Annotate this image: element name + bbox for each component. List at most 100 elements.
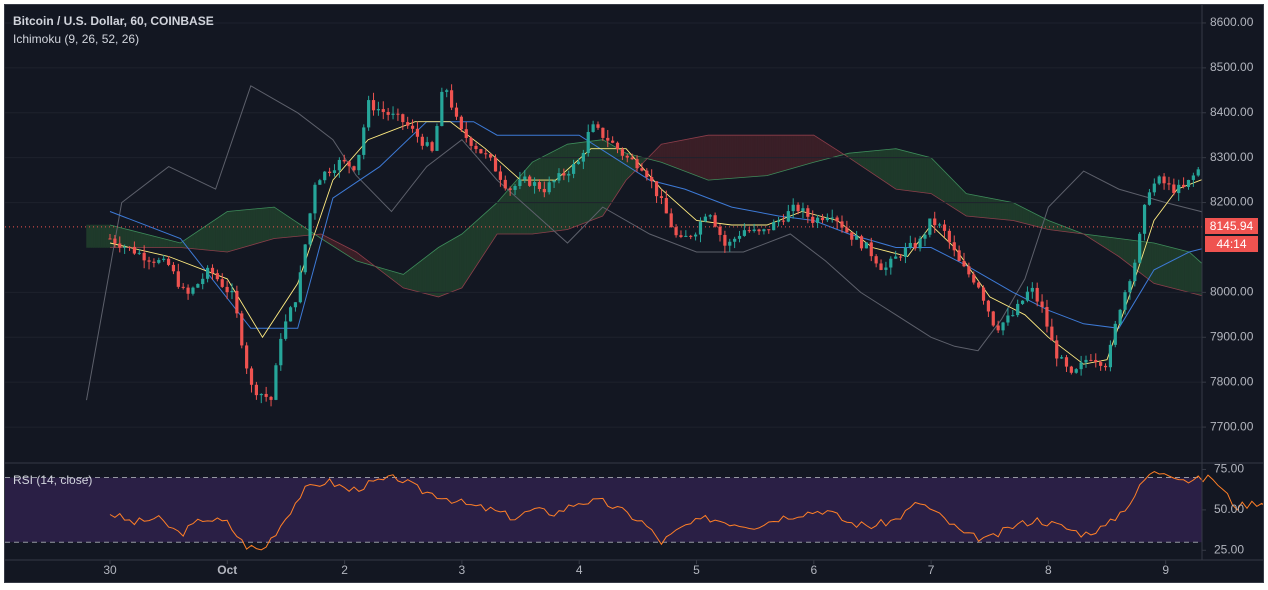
time-tick-label: 5 xyxy=(693,563,700,577)
candle-body xyxy=(220,279,224,287)
cloud-segment xyxy=(280,211,284,239)
candle-body xyxy=(859,236,864,249)
candle-body xyxy=(894,256,898,259)
candle-body xyxy=(1016,303,1020,316)
cloud-segment xyxy=(804,134,808,166)
candle-body xyxy=(430,142,434,151)
cloud-segment xyxy=(984,196,988,219)
candle-body xyxy=(410,125,415,129)
cloud-segment xyxy=(140,232,144,248)
cloud-segment xyxy=(569,143,573,230)
candle-body xyxy=(108,238,112,240)
cloud-segment xyxy=(198,228,202,250)
candle-body xyxy=(264,393,268,397)
candle-body xyxy=(635,159,639,169)
cloud-segment xyxy=(616,147,620,196)
candle-body xyxy=(918,238,922,249)
candle-body xyxy=(493,157,498,172)
cloud-segment xyxy=(243,209,247,248)
cloud-segment xyxy=(677,140,681,170)
candle-body xyxy=(279,338,283,366)
candle-body xyxy=(342,159,346,162)
cloud-segment xyxy=(658,143,662,163)
cloud-segment xyxy=(407,268,411,291)
candle-body xyxy=(313,184,317,214)
candle-body xyxy=(147,260,151,262)
cloud-segment xyxy=(1029,210,1033,226)
cloud-segment xyxy=(1257,301,1259,317)
cloud-segment xyxy=(965,193,969,217)
candle-body xyxy=(581,152,585,162)
candle-body xyxy=(454,107,459,117)
cloud-segment xyxy=(494,201,498,239)
chart-canvas[interactable]: 8600.00 8500.00 8400.00 8300.00 8200.00 8000.… xyxy=(5,5,1263,582)
cloud-segment xyxy=(893,148,897,190)
candle-body xyxy=(1084,359,1088,363)
cloud-segment xyxy=(295,220,298,237)
candle-body xyxy=(723,234,727,246)
cloud-segment xyxy=(597,139,601,219)
cloud-segment xyxy=(203,225,207,251)
cloud-segment xyxy=(1120,238,1124,261)
candle-body xyxy=(679,235,683,237)
candle-body xyxy=(572,164,576,174)
candle-body xyxy=(469,137,473,146)
candle-body xyxy=(567,173,571,176)
cloud-segment xyxy=(417,261,420,293)
cloud-segment xyxy=(1203,265,1205,297)
candle-body xyxy=(474,145,478,150)
candle-body xyxy=(171,264,176,272)
cloud-segment xyxy=(447,240,451,294)
cloud-segment xyxy=(1111,237,1115,255)
cloud-segment xyxy=(722,134,725,180)
cloud-segment xyxy=(400,273,404,289)
price-tick-label: 7800.00 xyxy=(1210,374,1254,388)
cloud-segment xyxy=(947,173,951,207)
cloud-segment xyxy=(740,134,744,178)
candle-body xyxy=(240,313,244,346)
candle-body xyxy=(1206,168,1209,171)
cloud-segment xyxy=(219,214,223,252)
cloud-segment xyxy=(1255,301,1257,314)
cloud-segment xyxy=(1156,243,1159,285)
cloud-segment xyxy=(168,239,172,248)
candle-body xyxy=(357,154,361,171)
cloud-segment xyxy=(102,224,106,248)
candle-body xyxy=(196,284,200,288)
candle-body xyxy=(664,197,668,214)
candle-body xyxy=(542,188,546,193)
cloud-segment xyxy=(801,134,805,166)
candle-body xyxy=(557,173,561,181)
candle-body xyxy=(850,232,854,240)
candle-body xyxy=(1011,315,1015,317)
candle-body xyxy=(689,235,693,237)
candle-body xyxy=(742,230,746,236)
cloud-segment xyxy=(961,188,965,216)
candle-body xyxy=(415,128,420,137)
cloud-segment xyxy=(609,143,613,207)
candle-body xyxy=(747,230,751,232)
cloud-segment xyxy=(806,134,810,165)
cloud-segment xyxy=(440,244,444,297)
candle-body xyxy=(752,229,756,232)
cloud-segment xyxy=(503,190,507,235)
cloud-segment xyxy=(897,148,901,191)
cloud-segment xyxy=(766,134,770,177)
cloud-segment xyxy=(980,195,984,218)
cloud-segment xyxy=(668,142,671,167)
cloud-segment xyxy=(529,161,533,235)
candle-body xyxy=(923,234,927,239)
cloud-segment xyxy=(557,147,561,232)
cloud-segment xyxy=(1181,249,1185,292)
candle-body xyxy=(1074,369,1078,373)
candle-body xyxy=(401,114,405,123)
candle-body xyxy=(1142,204,1147,234)
cloud-segment xyxy=(879,149,883,181)
cloud-segment xyxy=(698,136,702,178)
candle-body xyxy=(1211,168,1214,171)
cloud-segment xyxy=(696,136,700,177)
cloud-segment xyxy=(1010,201,1014,221)
cloud-segment xyxy=(445,241,449,295)
candle-body xyxy=(698,221,703,235)
candle-body xyxy=(674,227,678,236)
